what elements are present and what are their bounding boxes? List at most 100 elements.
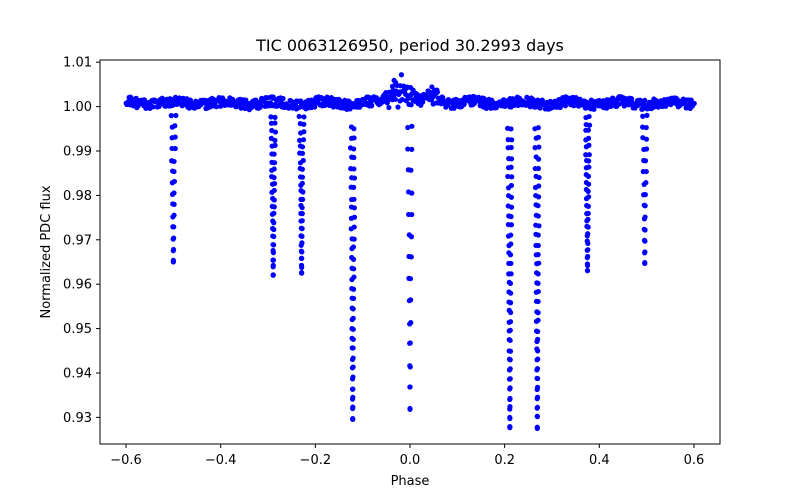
data-point [507, 395, 513, 402]
data-point [380, 99, 386, 105]
data-point [507, 425, 513, 431]
data-point [270, 257, 277, 263]
data-point [270, 262, 276, 268]
data-point [644, 112, 650, 118]
x-tick-label: −0.4 [205, 453, 237, 468]
y-tick-label: 0.95 [63, 322, 92, 337]
data-point [350, 244, 356, 250]
y-tick-label: 0.93 [63, 411, 92, 426]
data-point [299, 264, 305, 271]
data-point [586, 142, 592, 148]
data-point [173, 112, 179, 119]
data-point [585, 181, 592, 187]
data-point [586, 194, 592, 200]
data-point [350, 386, 356, 392]
data-point [217, 103, 224, 109]
data-point [535, 310, 541, 316]
data-point [505, 173, 511, 180]
data-point [461, 101, 467, 107]
data-point [507, 415, 513, 422]
data-point [172, 134, 178, 140]
data-point [299, 226, 305, 232]
data-point [507, 357, 513, 363]
x-tick-label: −0.2 [300, 453, 332, 468]
data-point [272, 142, 278, 148]
data-point [296, 113, 302, 120]
data-point [409, 146, 415, 152]
data-point [586, 152, 592, 158]
data-point [408, 297, 414, 303]
data-point [171, 158, 177, 165]
data-point [434, 89, 440, 95]
data-point [297, 137, 303, 143]
data-point [351, 154, 357, 161]
y-axis-title: Normalized PDC flux [39, 185, 54, 318]
data-point [350, 345, 356, 351]
data-point [642, 158, 649, 164]
data-point [170, 246, 177, 253]
data-point [508, 126, 514, 132]
data-point [585, 224, 591, 230]
x-tick-label: 0.0 [400, 453, 421, 468]
data-point [389, 83, 396, 89]
data-point [642, 260, 648, 267]
data-point [405, 124, 411, 131]
data-point [272, 120, 278, 126]
data-point [398, 72, 405, 78]
data-point [351, 214, 358, 220]
y-tick-label: 0.96 [63, 278, 92, 293]
data-point [585, 231, 591, 237]
data-point [508, 222, 515, 228]
data-point [351, 274, 357, 280]
data-point [172, 145, 178, 152]
data-point [585, 247, 591, 253]
data-point [395, 104, 401, 110]
data-point [351, 196, 357, 202]
data-point [585, 188, 591, 194]
data-point [171, 212, 177, 218]
data-point [584, 267, 591, 274]
data-point [534, 425, 540, 431]
data-point [534, 366, 541, 372]
data-point [299, 204, 305, 211]
data-point [534, 384, 541, 390]
data-point [408, 167, 414, 173]
data-point [535, 288, 541, 295]
data-point [535, 125, 541, 131]
data-point [300, 137, 307, 143]
data-point [171, 235, 177, 241]
data-point [350, 286, 357, 292]
data-point [536, 144, 542, 150]
data-point [535, 356, 541, 362]
data-point [535, 194, 542, 200]
data-point [534, 394, 541, 400]
data-point [407, 276, 414, 282]
data-point [535, 134, 541, 140]
data-point [405, 146, 411, 152]
data-point [350, 315, 356, 321]
data-point [351, 266, 357, 272]
data-point [301, 121, 307, 127]
data-point [299, 255, 305, 261]
x-tick-label: −0.6 [110, 453, 142, 468]
data-point [409, 211, 415, 218]
data-point [642, 191, 648, 198]
data-point [585, 240, 591, 247]
data-point [408, 254, 414, 260]
data-point [271, 242, 277, 248]
data-point [408, 234, 415, 240]
data-point [534, 404, 541, 411]
data-point [299, 144, 306, 150]
data-point [535, 242, 541, 249]
data-point [584, 262, 591, 269]
data-point [586, 113, 592, 120]
data-point [508, 194, 515, 200]
x-axis: −0.6 −0.4 −0.2 0.0 0.2 0.4 0.6 [110, 444, 704, 468]
data-point [171, 201, 177, 207]
data-point [399, 96, 405, 103]
data-point [301, 114, 307, 120]
data-point [507, 327, 513, 333]
data-point [270, 250, 277, 256]
data-point [508, 241, 514, 247]
data-point [508, 214, 514, 220]
